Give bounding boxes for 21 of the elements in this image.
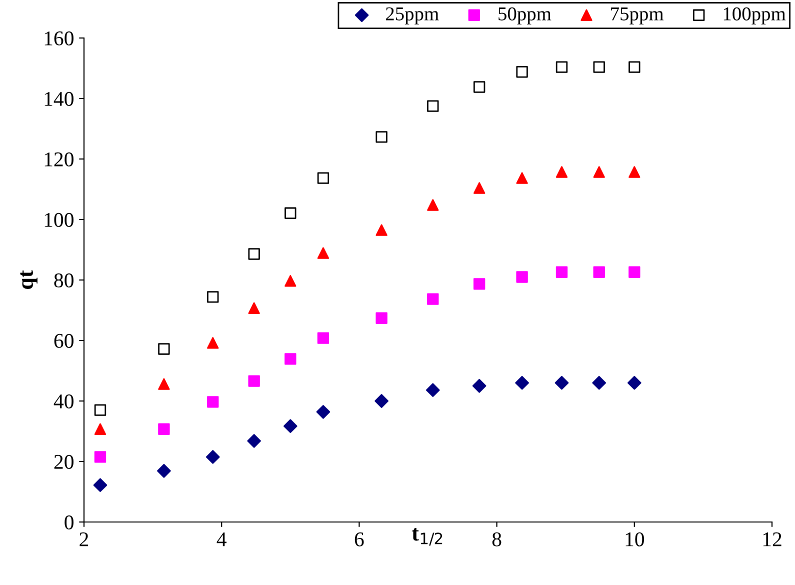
x-tick-label: 8 [492, 532, 502, 546]
legend-label: 75ppm [611, 8, 664, 24]
x-tick-label: 2 [80, 532, 88, 546]
legend-label: 100ppm [724, 7, 786, 24]
x-tick-label: 10 [626, 532, 644, 546]
y-tick-label: 120 [44, 152, 74, 166]
x-tick-label: 12 [763, 532, 782, 546]
y-tick-label: 60 [54, 334, 74, 348]
y-tick-label: 20 [54, 454, 74, 469]
y-tick-label: 160 [44, 31, 74, 46]
x-tick-label: 4 [216, 532, 226, 546]
y-tick-label: 40 [54, 394, 74, 408]
legend-label: 50ppm [498, 7, 552, 24]
y-tick-label: 100 [44, 212, 74, 227]
y-tick-label: 80 [54, 273, 74, 288]
x-axis-title: t$_{1/2}$ [412, 528, 442, 546]
y-tick-label: 140 [44, 92, 74, 106]
legend-label: 25ppm [386, 7, 439, 24]
y-tick-label: 0 [64, 515, 74, 530]
y-axis-title: qt [20, 270, 38, 289]
x-tick-label: 6 [354, 532, 364, 546]
